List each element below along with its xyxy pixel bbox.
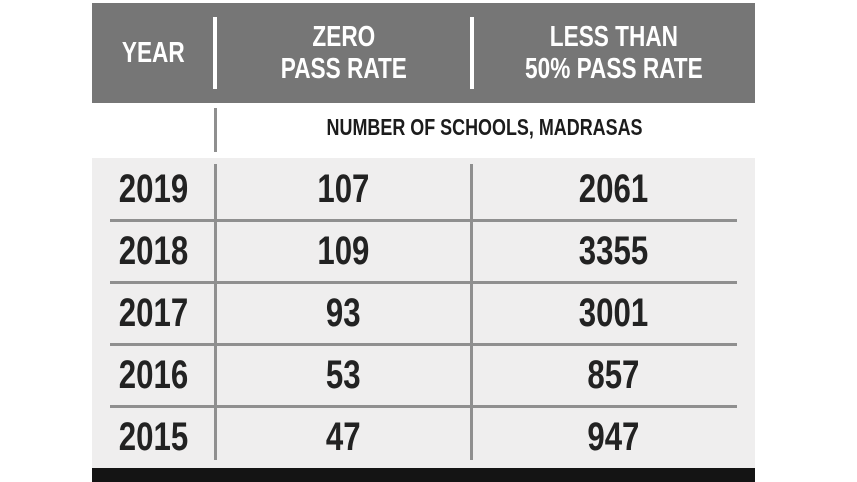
zero-pass-rate-cell: 47	[215, 406, 472, 468]
header-cell-zero-pass-rate: ZERO PASS RATE	[215, 3, 472, 103]
row-divider	[110, 219, 737, 222]
year-value: 2019	[118, 166, 189, 211]
less-than-50-value: 3355	[578, 228, 649, 273]
year-value: 2016	[118, 352, 189, 397]
row-divider	[110, 281, 737, 284]
table-row: 2015 47 947	[92, 406, 755, 468]
body-column-divider-1	[214, 164, 217, 460]
header-zero-pass-rate-label: ZERO PASS RATE	[280, 20, 407, 85]
less-than-50-value: 3001	[578, 290, 649, 335]
zero-pass-rate-cell: 93	[215, 282, 472, 344]
header-column-divider-1	[213, 17, 217, 89]
body-column-divider-2	[470, 164, 473, 460]
less-than-50-cell: 2061	[472, 158, 755, 220]
year-value: 2017	[118, 290, 189, 335]
row-divider	[110, 405, 737, 408]
table-body: 2019 107 2061 2018 109 3355 2017 93 3001…	[92, 158, 755, 468]
header-cell-less-than-50-pass-rate: LESS THAN 50% PASS RATE	[472, 3, 755, 103]
zero-pass-rate-cell: 107	[215, 158, 472, 220]
less-than-50-cell: 857	[472, 344, 755, 406]
zero-pass-rate-cell: 109	[215, 220, 472, 282]
subheader-column-divider	[214, 108, 217, 152]
table-row: 2018 109 3355	[92, 220, 755, 282]
less-than-50-cell: 3355	[472, 220, 755, 282]
year-cell: 2018	[92, 220, 215, 282]
zero-pass-rate-cell: 53	[215, 344, 472, 406]
header-less-than-50-label: LESS THAN 50% PASS RATE	[524, 20, 703, 85]
zero-pass-rate-value: 53	[326, 352, 361, 397]
header-year-label: YEAR	[122, 36, 185, 69]
table-header: YEAR ZERO PASS RATE LESS THAN 50% PASS R…	[92, 3, 755, 103]
header-column-divider-2	[470, 17, 474, 89]
less-than-50-cell: 3001	[472, 282, 755, 344]
header-cell-year: YEAR	[92, 3, 215, 103]
year-cell: 2015	[92, 406, 215, 468]
year-cell: 2017	[92, 282, 215, 344]
year-value: 2015	[118, 414, 189, 459]
table-subheader: NUMBER OF SCHOOLS, MADRASAS	[92, 103, 755, 158]
table-row: 2017 93 3001	[92, 282, 755, 344]
pass-rate-table: YEAR ZERO PASS RATE LESS THAN 50% PASS R…	[92, 3, 755, 482]
year-cell: 2016	[92, 344, 215, 406]
less-than-50-value: 2061	[578, 166, 649, 211]
subheader-label: NUMBER OF SCHOOLS, MADRASAS	[327, 113, 643, 140]
less-than-50-cell: 947	[472, 406, 755, 468]
year-value: 2018	[118, 228, 189, 273]
less-than-50-value: 947	[587, 414, 640, 459]
zero-pass-rate-value: 93	[326, 290, 361, 335]
bottom-bar	[92, 468, 755, 482]
year-cell: 2019	[92, 158, 215, 220]
zero-pass-rate-value: 109	[317, 228, 370, 273]
table-row: 2019 107 2061	[92, 158, 755, 220]
zero-pass-rate-value: 47	[326, 414, 361, 459]
less-than-50-value: 857	[587, 352, 640, 397]
zero-pass-rate-value: 107	[317, 166, 370, 211]
row-divider	[110, 343, 737, 346]
table-row: 2016 53 857	[92, 344, 755, 406]
